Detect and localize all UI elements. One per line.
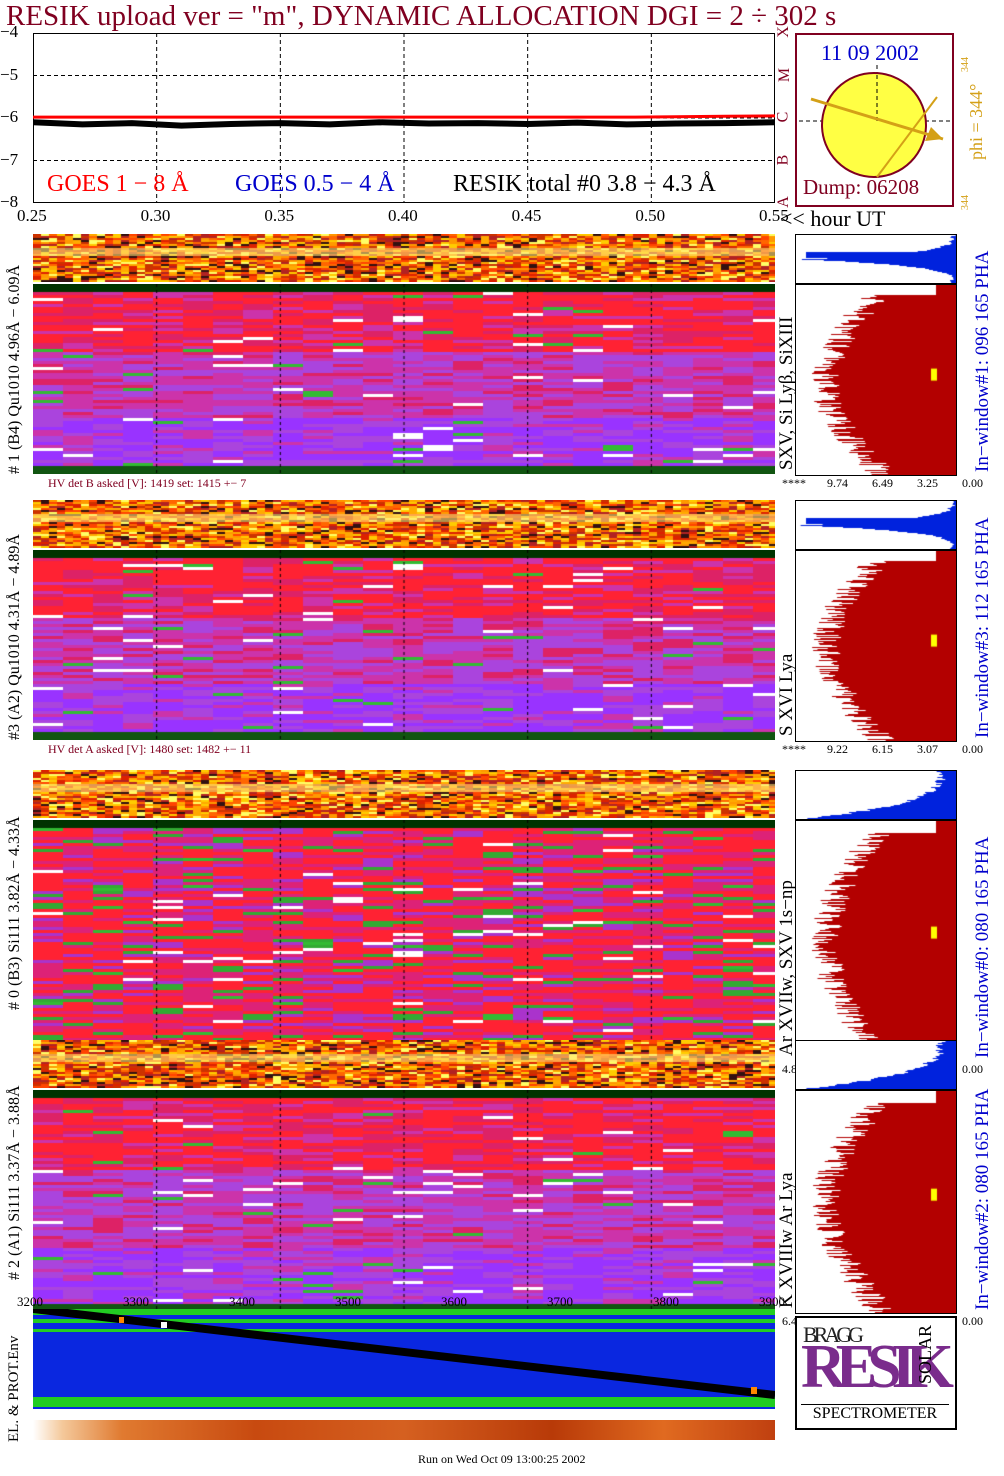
env-x-tick-label: 3800	[653, 1294, 679, 1309]
resik-logo: BRAGG RESIK SOLAR SPECTROMETER	[795, 1316, 957, 1430]
detector-label: # 1 (B4) Qu1010 4.96Å − 6.09Å	[6, 264, 23, 474]
logo-bragg: BRAGG	[803, 1322, 864, 1347]
dump-label: Dump: 06208	[803, 175, 920, 199]
env-x-tick-label: 3900	[759, 1294, 785, 1309]
env-x-tick-label: 3600	[441, 1294, 467, 1309]
detector-label: # 0 (B3) Si111 3.82Å − 4.33Å	[6, 816, 23, 1010]
sun-disk-icon	[799, 65, 950, 178]
detector-band	[33, 234, 775, 282]
env-color-bar	[33, 1420, 775, 1440]
pha-scale-tick: 0.00	[962, 1314, 983, 1328]
pha-histogram	[795, 550, 957, 742]
detector-label: # 2 (A1) Si111 3.37Å − 3.88Å	[6, 1085, 23, 1281]
y-tick-label: −7	[0, 149, 19, 169]
detector-heatmap	[33, 1090, 775, 1312]
detector-band	[33, 1040, 775, 1088]
time-axis-label: << hour UT	[780, 206, 886, 231]
flare-class-label: X	[774, 26, 792, 38]
pha-mini-histogram	[795, 234, 957, 284]
pha-window-label: In−window#0: 080 165 PHA	[972, 836, 993, 1058]
x-tick-label: 0.55	[759, 206, 789, 225]
goes-legend-054: GOES 0.5 − 4 Å	[235, 171, 395, 197]
phi-small-bottom: 344	[960, 195, 971, 210]
pha-mini-histogram	[795, 500, 957, 550]
pha-scale-tick: 6.15	[872, 742, 893, 756]
x-tick-label: 0.25	[17, 206, 47, 225]
x-tick-label: 0.35	[264, 206, 295, 225]
hv-readout: HV det B asked [V]: 1419 set: 1415 +− 7	[48, 476, 247, 490]
detector-label: #3 (A2) Qu1010 4.31Å − 4.89Å	[6, 534, 23, 740]
pha-scale-tick: 0.00	[962, 476, 983, 490]
env-x-tick-label: 3700	[547, 1294, 573, 1309]
flare-class-label: C	[774, 111, 792, 123]
pha-scale-tick: ****	[782, 476, 806, 490]
goes-lightcurve	[33, 33, 775, 203]
env-x-tick-label: 3400	[229, 1294, 255, 1309]
flare-class-label: M	[776, 67, 794, 82]
page-title: RESIK upload ver = "m", DYNAMIC ALLOCATI…	[6, 0, 837, 32]
pha-histogram	[795, 284, 957, 476]
sun-date: 11 09 2002	[821, 40, 920, 65]
env-x-tick-label: 3300	[123, 1294, 149, 1309]
goes-legend-18: GOES 1 − 8 Å	[47, 171, 189, 197]
detector-heatmap	[33, 550, 775, 740]
env-trend-line	[33, 1309, 775, 1399]
pha-histogram	[795, 820, 957, 1062]
hv-readout: HV det A asked [V]: 1480 set: 1482 +− 11	[48, 742, 252, 756]
pha-scale-tick: 9.74	[827, 476, 848, 490]
pha-scale: **** 9.22 6.15 3.07 0.00	[782, 742, 983, 756]
phi-label: phi = 344°	[966, 83, 986, 160]
footer-run-info: Run on Wed Oct 09 13:00:25 2002	[418, 1452, 586, 1466]
y-tick-label: −8	[0, 192, 19, 211]
series-line-0	[33, 114, 775, 119]
detector-heatmap	[33, 284, 775, 474]
series-line-1	[33, 119, 775, 129]
sun-panel: 11 09 2002 Dump: 06208	[795, 33, 954, 207]
pha-mini-histogram	[795, 770, 957, 820]
pha-scale-tick: 9.22	[827, 742, 848, 756]
x-tick-label: 0.50	[635, 206, 666, 225]
env-x-tick-label: 3500	[335, 1294, 361, 1309]
detector-band	[33, 770, 775, 818]
goes-legend-resik: RESIK total #0 3.8 − 4.3 Å	[453, 171, 716, 197]
pha-scale-tick: 0.00	[962, 742, 983, 756]
y-tick-label: −6	[0, 107, 19, 126]
env-x-tick-label: 3200	[17, 1294, 43, 1309]
env-panel	[33, 1309, 775, 1409]
pha-scale: **** 9.74 6.49 3.25 0.00	[782, 476, 983, 490]
env-panel-label: EL. & PROT.Env	[6, 1335, 22, 1442]
flare-class-label: B	[774, 154, 792, 165]
pha-scale-tick: 3.07	[917, 742, 938, 756]
detector-heatmap	[33, 820, 775, 1060]
y-tick-label: −4	[0, 22, 19, 41]
phi-small-top: 344	[960, 57, 971, 72]
logo-word: SPECTROMETER	[801, 1404, 949, 1423]
logo-solar: SOLAR	[915, 1324, 935, 1384]
x-tick-label: 0.40	[388, 206, 418, 225]
detector-band	[33, 500, 775, 548]
goes-plot: GOES 1 − 8 Å GOES 0.5 − 4 Å RESIK total …	[33, 33, 775, 203]
pha-scale-tick: 0.00	[962, 1062, 983, 1076]
logo-big: RESIK	[801, 1333, 954, 1401]
pha-scale-tick: 3.25	[917, 476, 938, 490]
x-tick-label: 0.30	[140, 206, 171, 225]
pha-window-label: In−window#3: 112 165 PHA	[972, 517, 993, 738]
pha-histogram	[795, 1090, 957, 1314]
pha-window-label: In−window#2: 080 165 PHA	[972, 1088, 993, 1310]
pha-window-label: In−window#1: 096 165 PHA	[972, 250, 993, 472]
pha-mini-histogram	[795, 1040, 957, 1090]
x-tick-label: 0.45	[511, 206, 542, 225]
y-tick-label: −5	[0, 64, 19, 84]
pha-scale-tick: 6.49	[872, 476, 893, 490]
pha-scale-tick: ****	[782, 742, 806, 756]
